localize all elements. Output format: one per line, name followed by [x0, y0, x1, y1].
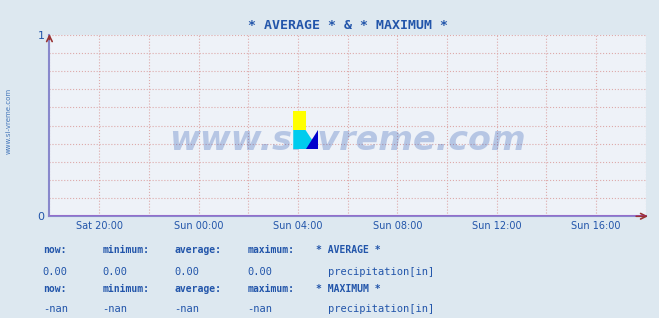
Polygon shape [306, 130, 318, 149]
Text: 0.00: 0.00 [43, 267, 68, 277]
Text: * AVERAGE *: * AVERAGE * [316, 245, 381, 255]
Text: maximum:: maximum: [247, 245, 294, 255]
Text: precipitation[in]: precipitation[in] [328, 304, 434, 314]
Text: minimum:: minimum: [102, 245, 149, 255]
Text: -nan: -nan [175, 304, 200, 314]
Text: -nan: -nan [247, 304, 272, 314]
Text: minimum:: minimum: [102, 284, 149, 294]
Text: -nan: -nan [43, 304, 68, 314]
Text: -nan: -nan [102, 304, 127, 314]
Polygon shape [293, 111, 306, 130]
Text: 0.00: 0.00 [247, 267, 272, 277]
Title: * AVERAGE * & * MAXIMUM *: * AVERAGE * & * MAXIMUM * [248, 19, 447, 32]
Text: precipitation[in]: precipitation[in] [328, 267, 434, 277]
Text: average:: average: [175, 284, 221, 294]
Text: now:: now: [43, 284, 67, 294]
Text: now:: now: [43, 245, 67, 255]
Text: maximum:: maximum: [247, 284, 294, 294]
Text: average:: average: [175, 245, 221, 255]
Text: 0.00: 0.00 [175, 267, 200, 277]
Text: www.si-vreme.com: www.si-vreme.com [5, 88, 11, 154]
Text: www.si-vreme.com: www.si-vreme.com [169, 124, 526, 156]
Text: 0.00: 0.00 [102, 267, 127, 277]
Polygon shape [293, 111, 318, 149]
Text: * MAXIMUM *: * MAXIMUM * [316, 284, 381, 294]
